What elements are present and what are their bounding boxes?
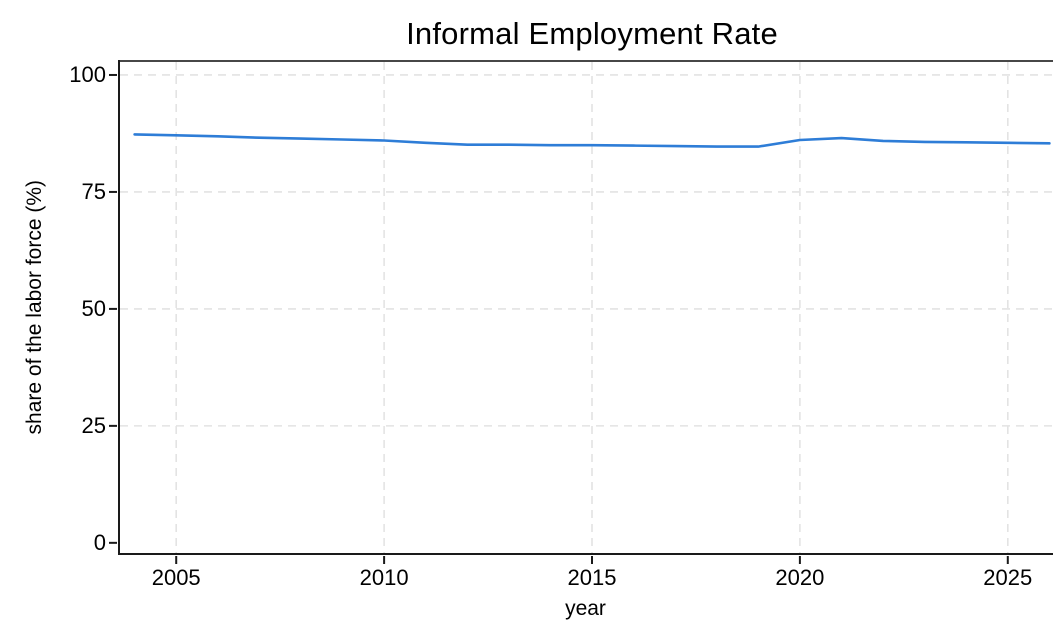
y-tick-label: 50 xyxy=(81,295,106,321)
x-axis-title: year xyxy=(565,597,606,620)
y-tick-label: 100 xyxy=(69,61,106,87)
x-tick-label: 2020 xyxy=(775,565,825,590)
x-tick-label: 2015 xyxy=(567,565,617,590)
y-tick-label: 25 xyxy=(81,412,106,438)
y-tick-label: 0 xyxy=(93,529,106,555)
plot-area xyxy=(109,60,1053,564)
x-tick-label: 2025 xyxy=(983,565,1033,590)
x-tick-label: 2005 xyxy=(151,565,201,590)
data-line xyxy=(133,133,1051,148)
chart-title: Informal Employment Rate xyxy=(406,16,778,51)
y-tick-label: 75 xyxy=(81,178,106,204)
x-tick-label: 2010 xyxy=(359,565,409,590)
